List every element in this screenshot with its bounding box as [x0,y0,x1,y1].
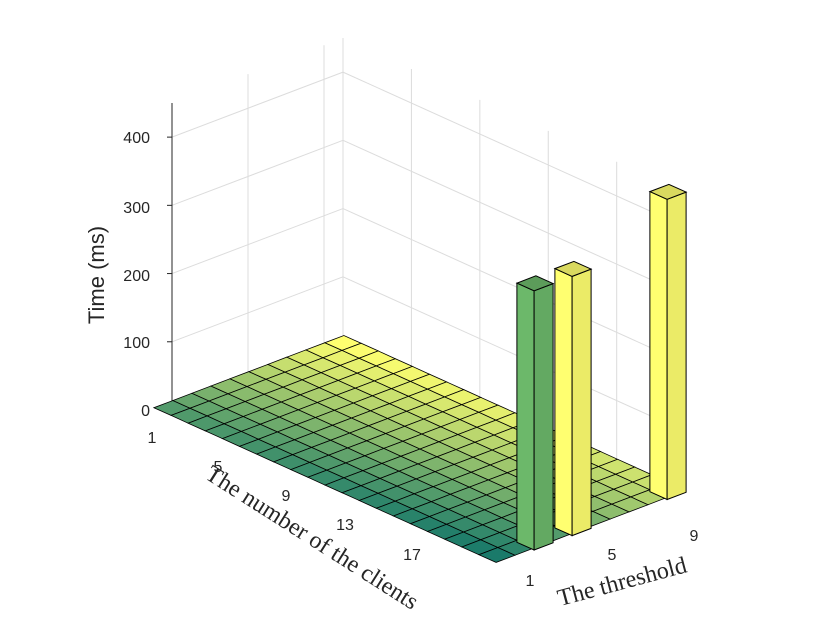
bar [553,260,593,537]
x-tick-label: 5 [214,459,223,476]
gridline [342,208,669,357]
bar-face [649,190,668,501]
bar-face [533,282,554,551]
x-tick-label: 13 [336,517,354,534]
bar-top [553,260,593,277]
x-tick-label: 17 [403,547,421,564]
gridline [171,276,344,343]
z-tick-label: 0 [141,403,150,420]
gridline [171,139,344,206]
gridline [342,139,669,288]
y-axis-title: The threshold [555,553,690,612]
y-tick-label: 1 [526,573,535,590]
gridline [342,71,669,220]
grid-layer [167,38,669,493]
y-tick-label: 5 [608,547,617,564]
x-tick-label: 1 [148,430,157,447]
bar-face [571,268,592,537]
bar [648,183,688,501]
surface-layer [152,335,670,563]
bar-face [666,191,687,501]
tick-layer: 0 100 200 300 400 1 5 9 13 17 1 5 9 [123,130,698,590]
bar-face [554,267,573,537]
bar-face [516,282,535,551]
bar-top [648,183,688,200]
gridline [342,276,669,425]
x-tick-label: 9 [282,488,291,505]
bar-layer [515,183,688,551]
z-tick-label: 100 [123,335,150,352]
bar-top [515,275,555,292]
y-tick-label: 9 [690,528,699,545]
z-tick-label: 300 [123,200,150,217]
z-tick-label: 400 [123,130,150,147]
bar [515,275,555,551]
z-tick-label: 200 [123,268,150,285]
gridline [171,71,344,138]
gridline [171,208,344,275]
z-axis-title: Time (ms) [84,226,109,324]
